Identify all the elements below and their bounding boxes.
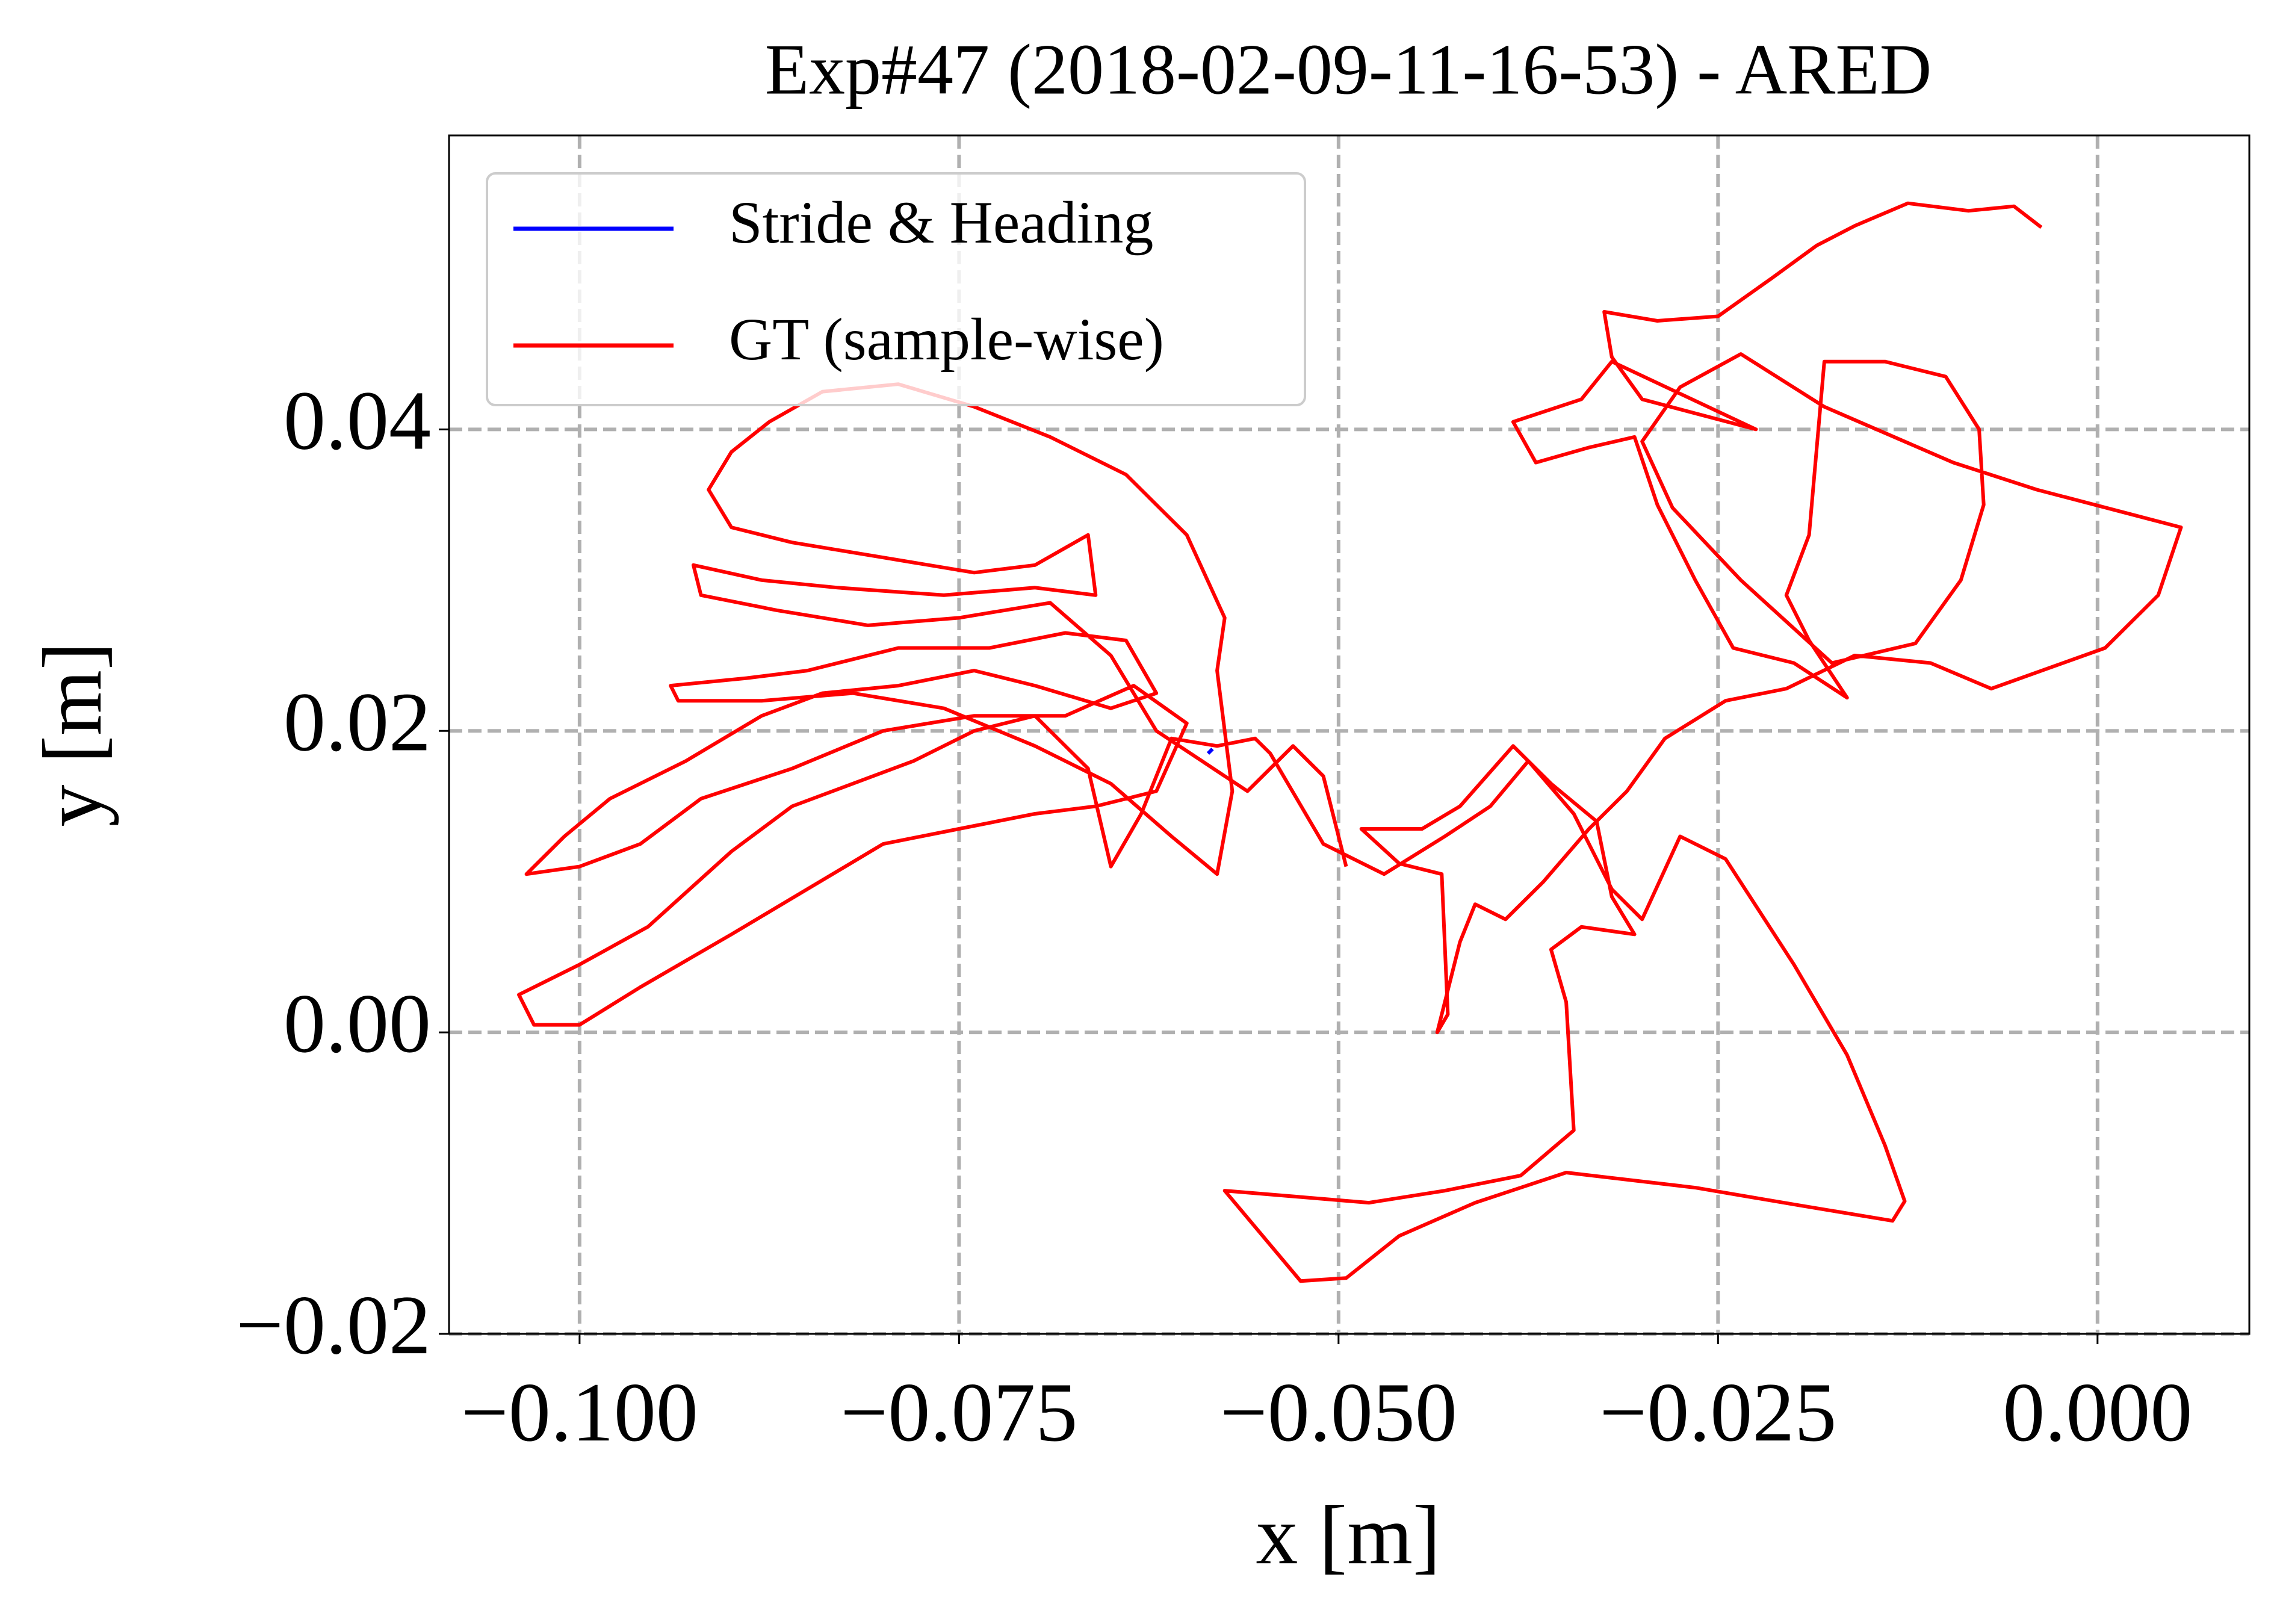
x-tick-label: −0.025 [1599,1366,1836,1459]
legend-label: GT (sample-wise) [729,306,1164,373]
x-tick-label: 0.000 [2003,1366,2192,1459]
series-line [517,201,2183,1283]
legend-box [486,172,1306,406]
y-axis-label: y [m] [26,642,119,826]
y-tick-label: 0.00 [283,977,431,1070]
x-tick-label: −0.050 [1220,1366,1457,1459]
legend-label: Stride & Heading [729,189,1153,256]
legend: Stride & Heading GT (sample-wise) [486,172,1306,406]
series-line [1206,748,1214,755]
chart-title: Exp#47 (2018-02-09-11-16-53) - ARED [765,29,1932,110]
x-tick-label: −0.100 [461,1366,698,1459]
x-tick-label: −0.075 [840,1366,1077,1459]
plot-frame [448,134,2251,1335]
plot-area [517,201,2183,1283]
axes: −0.100 −0.075 −0.050 −0.025 0.000 −0.02 0.00 0.… [236,134,2251,1459]
y-tick-label: 0.04 [283,374,431,467]
y-tick-label: 0.02 [283,675,431,769]
x-axis-label: x [m] [1256,1489,1440,1582]
y-tick-label: −0.02 [236,1278,431,1372]
